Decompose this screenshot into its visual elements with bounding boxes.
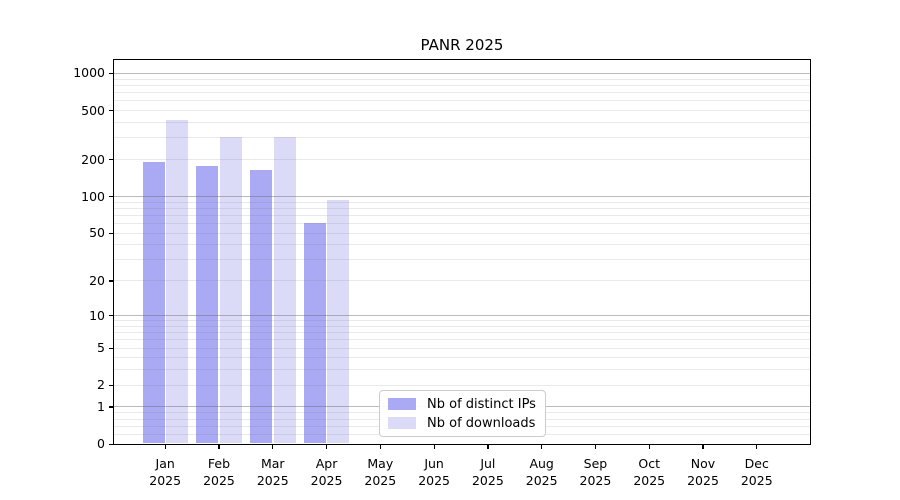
y-tick-label: 5: [97, 340, 105, 356]
legend-label-downloads: Nb of downloads: [427, 415, 536, 431]
y-axis-tick: [108, 195, 114, 198]
minor-gridline: [114, 201, 810, 203]
legend-label-distinct-ips: Nb of distinct IPs: [427, 396, 536, 412]
minor-gridline: [114, 137, 810, 139]
minor-gridline: [114, 78, 810, 80]
minor-gridline: [114, 280, 810, 282]
x-axis-tick: [272, 444, 274, 450]
y-tick-label: 100: [81, 188, 105, 204]
x-axis-tick: [164, 444, 166, 450]
bar-distinct-ips: [196, 165, 219, 444]
minor-gridline: [114, 122, 810, 124]
y-tick-label: 1: [97, 399, 105, 415]
minor-gridline: [114, 320, 810, 322]
legend-item-distinct-ips: Nb of distinct IPs: [388, 397, 537, 412]
bar-downloads: [166, 119, 189, 444]
y-axis-tick: [108, 159, 114, 161]
y-tick-label: 0: [97, 436, 105, 452]
legend-swatch-downloads: [388, 417, 416, 429]
y-axis-tick: [108, 314, 114, 317]
minor-gridline: [114, 84, 810, 86]
y-tick-label: 50: [89, 225, 105, 241]
x-axis-tick: [756, 444, 758, 450]
legend-item-downloads: Nb of downloads: [388, 416, 537, 431]
minor-gridline: [114, 332, 810, 334]
x-axis-tick: [594, 444, 597, 450]
x-axis-tick: [487, 444, 489, 450]
bar-downloads: [273, 136, 296, 444]
x-tick-label: Mar 2025: [256, 456, 289, 488]
minor-gridline: [114, 214, 810, 216]
chart-title: PANR 2025: [420, 36, 504, 54]
x-axis-tick: [648, 444, 650, 450]
x-tick-label: Jan 2025: [149, 456, 182, 488]
y-axis-tick: [108, 232, 114, 234]
x-axis-tick: [702, 444, 704, 450]
x-tick-label: Feb 2025: [203, 456, 235, 488]
y-tick-label: 20: [89, 272, 105, 288]
minor-gridline: [114, 347, 810, 349]
x-axis-tick: [379, 444, 382, 450]
y-tick-label: 200: [81, 151, 105, 167]
minor-gridline: [114, 159, 810, 161]
x-tick-label: Aug 2025: [525, 456, 558, 488]
x-axis-tick: [541, 444, 543, 450]
x-tick-label: Jun 2025: [418, 456, 450, 488]
minor-gridline: [114, 92, 810, 94]
x-axis-tick: [433, 444, 435, 450]
bar-distinct-ips: [142, 162, 165, 444]
y-tick-label: 2: [97, 377, 105, 393]
minor-gridline: [114, 244, 810, 246]
minor-gridline: [114, 357, 810, 359]
major-gridline: [114, 72, 810, 74]
y-axis-tick: [108, 384, 114, 387]
x-axis-tick: [218, 444, 220, 450]
minor-gridline: [114, 339, 810, 341]
bar-downloads: [327, 199, 350, 444]
axes-frame: [113, 59, 811, 445]
x-tick-label: May 2025: [364, 456, 397, 488]
minor-gridline: [114, 100, 810, 102]
minor-gridline: [114, 259, 810, 261]
y-axis-tick: [108, 110, 114, 112]
x-tick-label: Oct 2025: [633, 456, 666, 488]
y-axis-tick: [108, 406, 114, 408]
major-gridline: [114, 314, 810, 316]
minor-gridline: [114, 384, 810, 386]
y-axis-tick: [108, 280, 114, 282]
y-tick-label: 500: [81, 102, 105, 118]
y-tick-label: 1000: [73, 65, 105, 81]
x-tick-label: Jul 2025: [471, 456, 504, 488]
bar-distinct-ips: [250, 169, 273, 444]
minor-gridline: [114, 223, 810, 225]
minor-gridline: [114, 207, 810, 209]
x-tick-label: Nov 2025: [687, 456, 719, 488]
y-axis-tick: [108, 72, 114, 75]
x-tick-label: Apr 2025: [310, 456, 343, 488]
x-tick-label: Dec 2025: [740, 456, 773, 488]
x-tick-label: Sep 2025: [579, 456, 612, 488]
minor-gridline: [114, 369, 810, 371]
y-axis-tick: [108, 443, 114, 445]
legend-swatch-distinct-ips: [388, 398, 416, 410]
major-gridline: [114, 195, 810, 197]
minor-gridline: [114, 325, 810, 327]
minor-gridline: [114, 110, 810, 112]
y-tick-label: 10: [89, 307, 105, 323]
bar-distinct-ips: [303, 222, 326, 444]
y-axis-tick: [108, 347, 114, 349]
minor-gridline: [114, 232, 810, 234]
legend: Nb of distinct IPs Nb of downloads: [379, 390, 546, 437]
x-axis-tick: [325, 444, 328, 450]
bar-downloads: [219, 136, 242, 444]
